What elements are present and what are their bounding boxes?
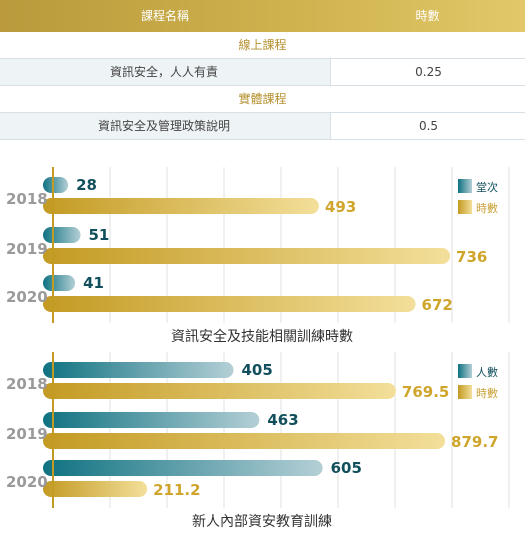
data-label: 28 (76, 176, 97, 194)
chart-svg: 28 493 2018 51 736 2019 41 672 2020 堂次時數資訊安全及技能相關… (6, 167, 510, 345)
year-tick-label: 2018 (6, 375, 48, 393)
course-hours-cell: 0.5 (330, 113, 525, 139)
data-label: 736 (456, 248, 487, 266)
legend-swatch (458, 179, 472, 193)
data-label: 463 (267, 411, 298, 429)
year-tick-label: 2019 (6, 425, 48, 443)
legend-label: 時數 (476, 387, 498, 400)
legend-label: 人數 (476, 366, 498, 379)
table-row: 資訊安全，人人有責 0.25 (0, 58, 525, 86)
security-training-hours-chart: 28 493 2018 51 736 2019 41 672 2020 堂次時數資訊安全及技能相關… (0, 165, 525, 350)
year-tick-label: 2020 (6, 473, 48, 491)
header-hours: 時數 (415, 9, 440, 23)
bar-堂次 (43, 177, 69, 193)
new-hire-training-chart: 405 769.5 2018 463 879.7 2019 605 211.2 2020 人數時數… (0, 350, 525, 535)
year-tick-label: 2018 (6, 190, 48, 208)
legend-swatch (458, 385, 472, 399)
bar-堂次 (43, 275, 76, 291)
legend-label: 堂次 (476, 180, 498, 194)
data-label: 211.2 (153, 481, 200, 499)
table-row: 資訊安全及管理政策說明 0.5 (0, 112, 525, 140)
bar-人數 (43, 362, 234, 378)
chart-title: 新人內部資安教育訓練 (192, 514, 332, 530)
data-label: 51 (89, 226, 110, 244)
section-title-online: 線上課程 (0, 32, 525, 58)
course-hours-cell: 0.25 (330, 59, 525, 85)
data-label: 879.7 (451, 433, 498, 451)
table-header: 課程名稱 時數 (0, 0, 525, 32)
legend-label: 時數 (476, 202, 498, 215)
data-label: 769.5 (402, 383, 449, 401)
section-title-physical: 實體課程 (0, 86, 525, 112)
legend-swatch (458, 200, 472, 214)
header-course-name: 課程名稱 (140, 9, 189, 23)
data-label: 672 (422, 296, 453, 314)
bar-堂次 (43, 227, 81, 243)
course-name-cell: 資訊安全，人人有責 (109, 65, 218, 79)
data-label: 41 (83, 274, 104, 292)
bar-時數 (43, 198, 319, 214)
bar-時數 (43, 433, 446, 449)
year-tick-label: 2020 (6, 288, 48, 306)
bar-人數 (43, 460, 323, 476)
chart-svg: 405 769.5 2018 463 879.7 2019 605 211.2 2020 人數時數… (6, 352, 510, 530)
bar-時數 (43, 481, 148, 497)
course-table: 課程名稱 時數 線上課程 資訊安全，人人有責 0.25 實體課程 資訊安全及管理… (0, 0, 525, 140)
bar-時數 (43, 248, 451, 264)
data-label: 605 (331, 459, 362, 477)
data-label: 405 (241, 361, 272, 379)
legend-swatch (458, 364, 472, 378)
course-name-cell: 資訊安全及管理政策說明 (97, 119, 230, 133)
bar-時數 (43, 296, 416, 312)
bar-時數 (43, 383, 396, 399)
bar-人數 (43, 412, 260, 428)
data-label: 493 (325, 198, 356, 216)
chart-title: 資訊安全及技能相關訓練時數 (171, 328, 353, 345)
year-tick-label: 2019 (6, 240, 48, 258)
